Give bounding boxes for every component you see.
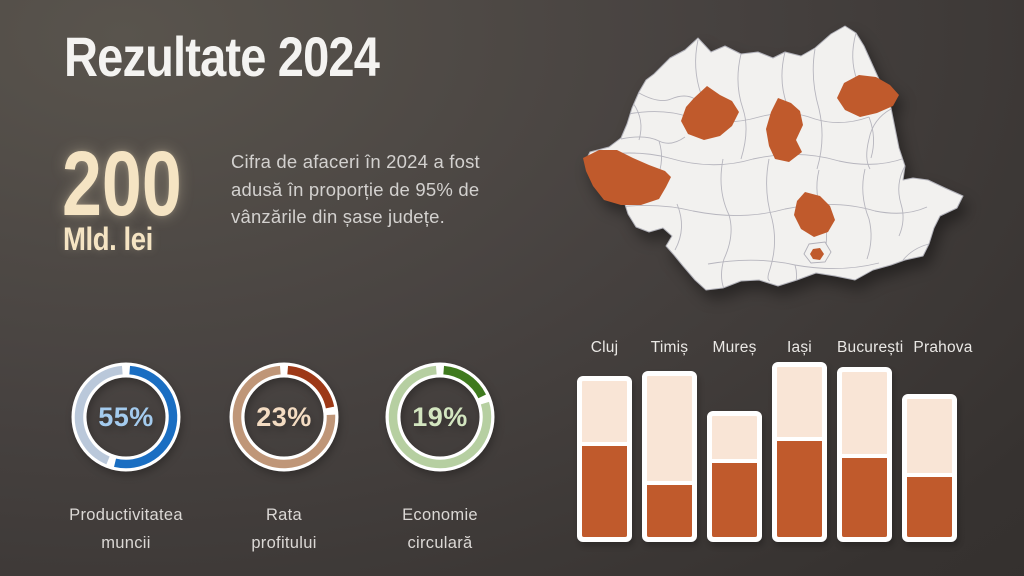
bar-0 <box>577 376 632 542</box>
county-mures <box>766 98 803 162</box>
kpi-unit: Mld. lei <box>63 221 153 257</box>
page-title: Rezultate 2024 <box>64 25 380 88</box>
bar-category-label-2: Mureș <box>712 339 757 356</box>
donut-value-arc <box>287 365 335 409</box>
donut-percent-label: 19% <box>412 402 468 432</box>
bar-chart-labels: Cluj Timiș Mureș Iași București Prahova <box>577 339 973 357</box>
donut-remainder-arc <box>388 365 492 469</box>
county-prahova <box>794 192 835 237</box>
county-bucuresti <box>810 248 824 260</box>
bar-chart <box>577 360 958 542</box>
bar-4 <box>837 367 892 542</box>
bar-fill-2 <box>712 458 757 537</box>
highlighted-counties <box>583 75 899 264</box>
donut-label-circular-economy: Economie circulară <box>402 506 478 553</box>
donut-label-profit-rate: Rata profitului <box>251 506 317 553</box>
bar-fill-5 <box>907 473 952 537</box>
donut-remainder-arc <box>74 365 123 465</box>
bar-2 <box>707 410 762 542</box>
bar-category-label-1: Timiș <box>650 339 689 356</box>
donut-percent-label: 55% <box>98 402 154 432</box>
donut-remainder-arc <box>232 365 336 469</box>
bar-1 <box>642 371 697 542</box>
romania-map <box>583 25 964 291</box>
bar-fill-0 <box>582 442 627 537</box>
donut-label-productivity: Productivitatea muncii <box>69 506 183 553</box>
bar-fill-4 <box>842 453 887 537</box>
donut-value-arc <box>114 365 178 469</box>
donut-chart-circular-economy: 19% <box>385 362 495 472</box>
donut-chart-productivity: 55% <box>71 362 181 472</box>
bar-category-label-0: Cluj <box>590 339 619 356</box>
bar-category-label-4: București <box>837 339 904 356</box>
county-timis <box>583 150 671 205</box>
kpi-description: Cifra de afaceri în 2024 a fost adusă în… <box>231 151 480 228</box>
donut-value-arc <box>443 365 487 399</box>
bar-category-label-3: Iași <box>787 339 812 356</box>
kpi-value: 200 <box>62 133 182 235</box>
donut-chart-profit-rate: 23% <box>229 362 339 472</box>
bar-5 <box>902 394 957 542</box>
bar-fill-3 <box>777 436 822 537</box>
bar-3 <box>772 362 827 542</box>
county-iasi <box>837 75 899 117</box>
bar-fill-1 <box>647 481 692 537</box>
bar-category-label-5: Prahova <box>913 339 973 356</box>
county-cluj <box>681 86 739 140</box>
donut-percent-label: 23% <box>256 402 312 432</box>
